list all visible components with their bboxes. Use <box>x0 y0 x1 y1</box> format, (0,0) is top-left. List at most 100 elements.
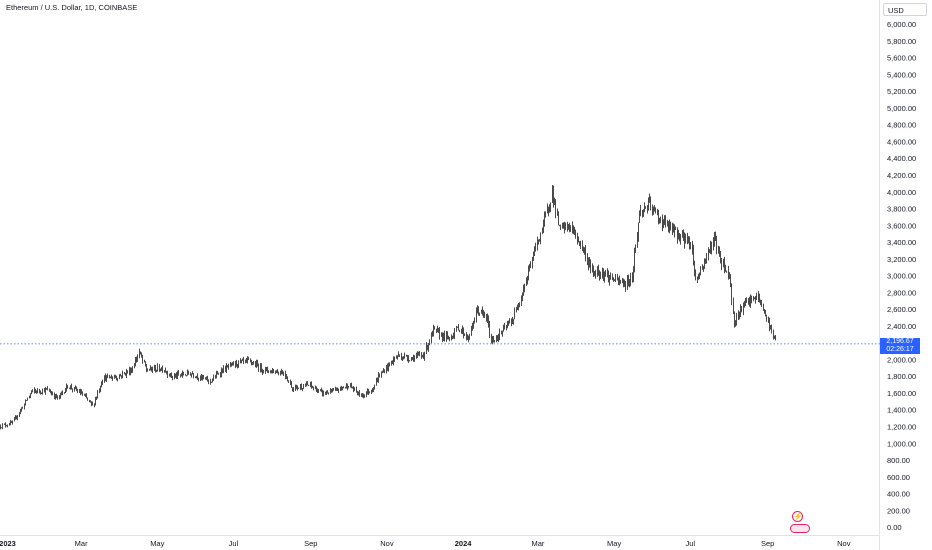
candle-body <box>559 225 560 227</box>
candle-body <box>300 385 301 388</box>
candle-body <box>421 354 422 356</box>
candle-body <box>501 331 502 335</box>
candle-body <box>323 391 324 395</box>
candle-body <box>448 335 449 339</box>
candle-body <box>39 389 40 392</box>
candle-body <box>82 393 83 395</box>
candle-body <box>267 368 268 372</box>
candle-body <box>540 232 541 241</box>
candle-body <box>342 387 343 389</box>
candle-body <box>36 391 37 393</box>
candle-body <box>620 280 621 284</box>
candle-body <box>397 356 398 358</box>
candle-body <box>619 280 620 282</box>
candle-body <box>488 317 489 325</box>
time-tick-label: May <box>607 539 621 548</box>
candle-body <box>187 371 188 376</box>
candle-body <box>459 330 460 332</box>
candle-body <box>134 366 135 368</box>
candle-body <box>543 220 544 231</box>
candle-body <box>658 213 659 219</box>
candle-body <box>721 263 722 266</box>
candle-body <box>679 233 680 241</box>
candle-body <box>578 240 579 242</box>
candle-body <box>653 206 654 212</box>
price-axis[interactable]: 6,000.00 5,800.00 5,600.00 5,400.00 5,200.00… <box>887 20 916 532</box>
candle-body <box>191 373 192 376</box>
candle-body <box>256 362 257 367</box>
candle-body <box>277 371 278 373</box>
candle-body <box>253 363 254 364</box>
candle-body <box>311 383 312 387</box>
candle-body <box>62 392 63 394</box>
candle-body <box>751 297 752 299</box>
candle-body <box>775 336 776 341</box>
candle-body <box>585 250 586 260</box>
candle-body <box>473 323 474 326</box>
candle-body <box>391 361 392 364</box>
candle-body <box>296 385 297 387</box>
price-tick-label: 1,000.00 <box>887 439 916 448</box>
candle-body <box>726 270 727 272</box>
candle-body <box>560 225 561 227</box>
candle-body <box>310 383 311 385</box>
candle-body <box>763 305 764 310</box>
candle-body <box>386 366 387 373</box>
candle-body <box>706 256 707 261</box>
candle-body <box>379 375 380 377</box>
symbol-title: Ethereum / U.S. Dollar, 1D, COINBASE <box>6 3 138 12</box>
time-tick-label: 2024 <box>455 539 473 548</box>
candle-body <box>539 240 540 242</box>
candle-body <box>125 373 126 376</box>
candle-body <box>590 262 591 272</box>
candle-body <box>74 387 75 390</box>
candle-body <box>338 390 339 392</box>
price-tick-label: 2,400.00 <box>887 322 916 331</box>
candle-body <box>174 375 175 378</box>
candle-body <box>50 391 51 394</box>
candle-body <box>499 331 500 339</box>
candle-body <box>615 276 616 281</box>
candle-body <box>740 306 741 317</box>
candle-body <box>734 312 735 325</box>
candle-body <box>135 360 136 367</box>
candle-body <box>91 401 92 404</box>
candle-body <box>665 219 666 225</box>
candle-body <box>347 384 348 388</box>
candle-body <box>527 276 528 281</box>
candle-body <box>502 331 503 335</box>
candle-body <box>535 246 536 248</box>
candle-body <box>17 415 18 419</box>
lightning-icon[interactable]: ⚡ <box>792 511 803 522</box>
candle-body <box>526 280 527 286</box>
candle-body <box>604 274 605 278</box>
candle-body <box>312 386 313 388</box>
candle-body <box>458 326 459 331</box>
candle-body <box>176 374 177 378</box>
candle-body <box>278 372 279 375</box>
candle-body <box>769 320 770 329</box>
candle-body <box>0 426 1 428</box>
candle-body <box>44 389 45 393</box>
flag-event-icon[interactable] <box>790 524 810 533</box>
candle-body <box>217 373 218 375</box>
candle-body <box>155 367 156 372</box>
time-axis[interactable]: 2023 Mar May Jul Sep Nov 2024 Mar May Jul Sep Nov <box>0 539 851 548</box>
candle-body <box>131 370 132 374</box>
candle-body <box>491 336 492 342</box>
candle-body <box>261 365 262 371</box>
candle-body <box>700 269 701 274</box>
candle-body <box>346 384 347 387</box>
candle-body <box>81 390 82 394</box>
candle-body <box>503 327 504 332</box>
currency-button[interactable]: USD <box>883 3 927 16</box>
time-tick-label: May <box>150 539 164 548</box>
candle-body <box>359 391 360 397</box>
candle-body <box>140 351 141 353</box>
candle-body <box>609 275 610 281</box>
candle-body <box>508 322 509 325</box>
candle-body <box>673 227 674 232</box>
candle-body <box>183 372 184 375</box>
candle-body <box>518 305 519 309</box>
